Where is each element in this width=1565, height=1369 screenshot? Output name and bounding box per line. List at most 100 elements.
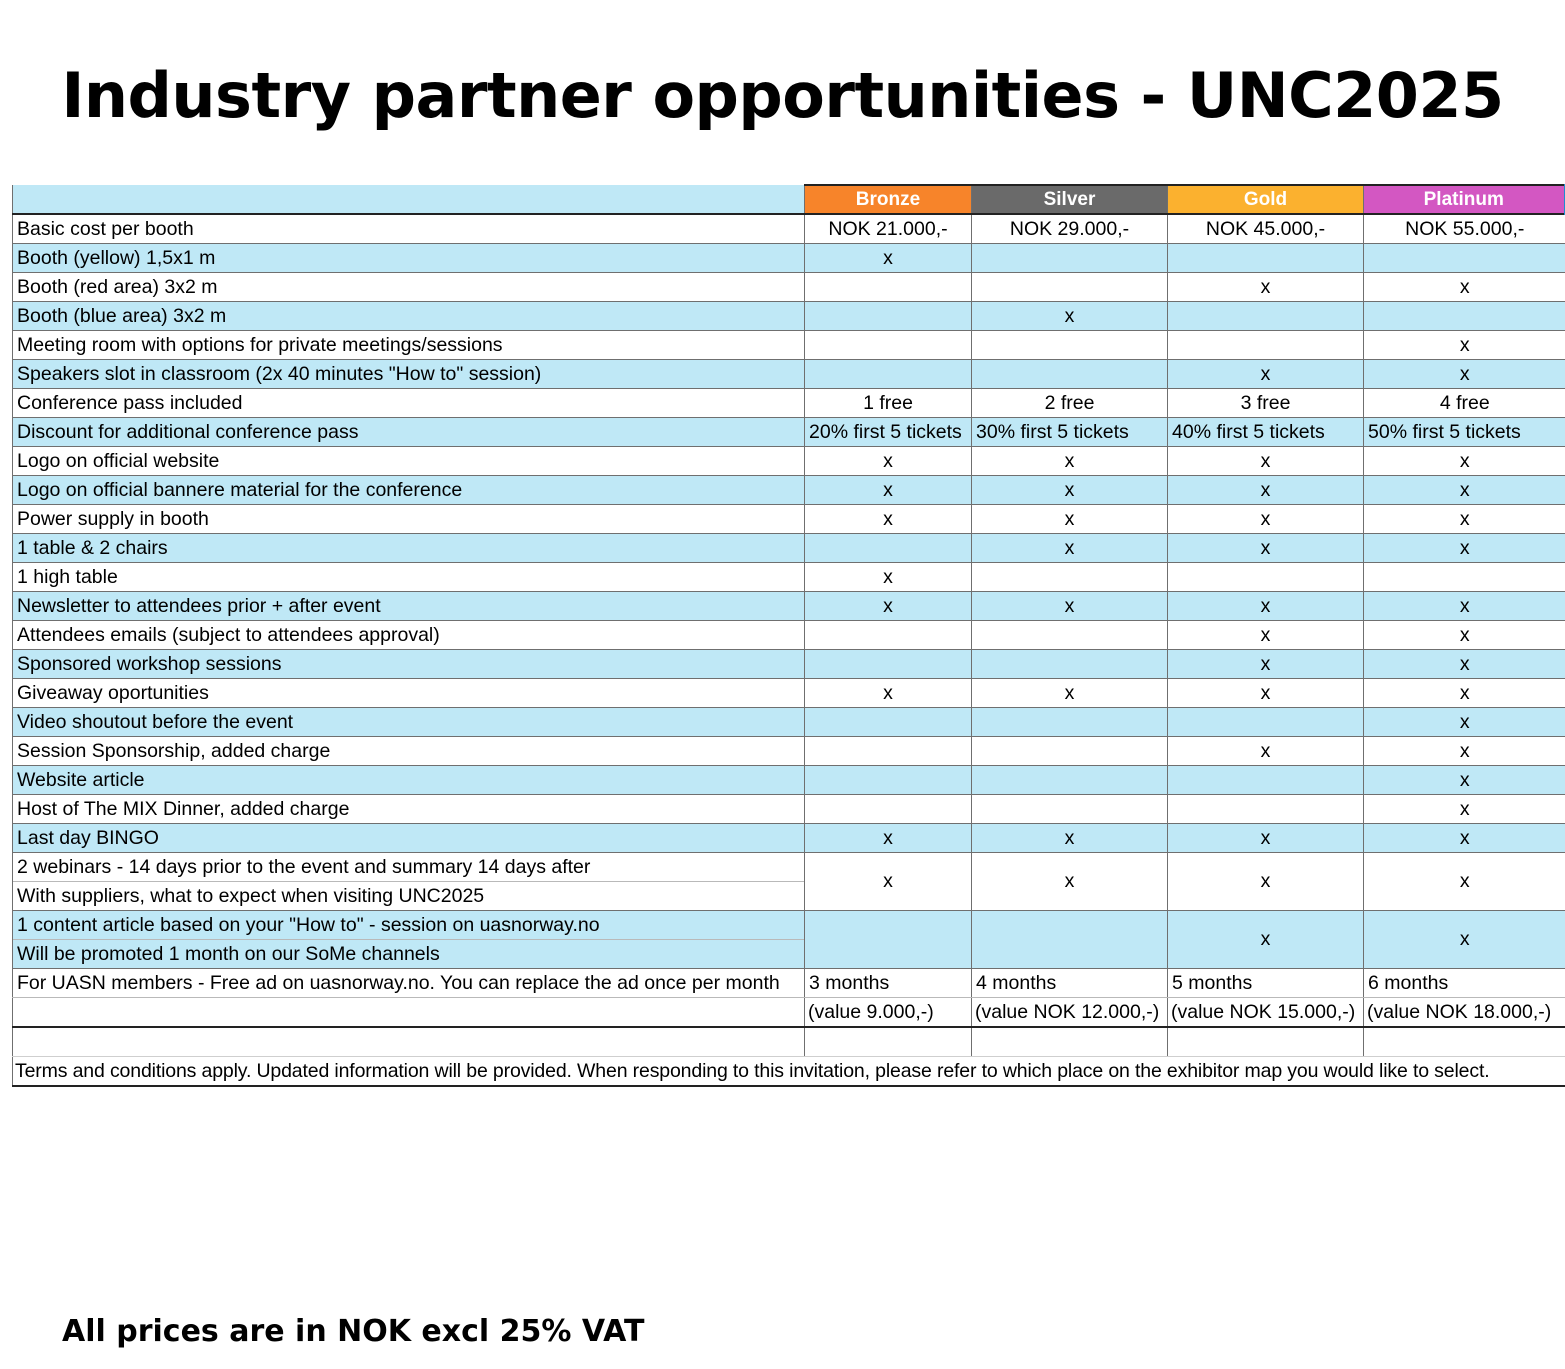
table-row: Sponsored workshop sessions x x: [12, 649, 1565, 679]
row-label: Session Sponsorship, added charge: [12, 736, 805, 766]
tier-value-gold: NOK 45.000,-: [1167, 214, 1364, 244]
tier-value-platinum: 4 free: [1363, 388, 1565, 418]
members-ad-row: For UASN members - Free ad on uasnorway.…: [12, 968, 1565, 998]
row-label: Logo on official website: [12, 446, 805, 476]
row-label: Logo on official bannere material for th…: [12, 475, 805, 505]
row-label: Video shoutout before the event: [12, 707, 805, 737]
content-article-row: 1 content article based on your "How to"…: [12, 910, 1565, 969]
row-label: Giveaway oportunities: [12, 678, 805, 708]
tier-value-platinum: x: [1363, 504, 1565, 534]
table-row: Speakers slot in classroom (2x 40 minute…: [12, 359, 1565, 389]
tier-value-silver: x: [971, 301, 1168, 331]
table-row: Logo on official bannere material for th…: [12, 475, 1565, 505]
row-label: Booth (blue area) 3x2 m: [12, 301, 805, 331]
tier-header-platinum: Platinum: [1363, 184, 1565, 215]
row-label: Host of The MIX Dinner, added charge: [12, 794, 805, 824]
empty-cell: [971, 1027, 1168, 1057]
tier-value-gold: [1167, 243, 1364, 273]
table-row: Attendees emails (subject to attendees a…: [12, 620, 1565, 650]
tier-value-gold: x: [1167, 533, 1364, 563]
members-value-silver: (value NOK 12.000,-): [971, 997, 1168, 1028]
table-row: Logo on official website x x x x: [12, 446, 1565, 476]
tier-value-bronze: [804, 620, 972, 650]
tier-value-bronze: NOK 21.000,-: [804, 214, 972, 244]
tier-value-gold: [1167, 562, 1364, 592]
tier-value-platinum: x: [1363, 765, 1565, 795]
tier-value-platinum: [1363, 301, 1565, 331]
tier-value-gold: 3 free: [1167, 388, 1364, 418]
empty-cell: [1363, 1027, 1565, 1057]
tier-value-platinum: x: [1363, 736, 1565, 766]
members-months-gold: 5 months: [1167, 968, 1364, 998]
table-row: Discount for additional conference pass 2…: [12, 417, 1565, 447]
tier-value-platinum: x: [1363, 591, 1565, 621]
empty-row: [12, 1027, 1565, 1057]
row-label: Booth (yellow) 1,5x1 m: [12, 243, 805, 273]
tier-value-gold: 40% first 5 tickets: [1167, 417, 1364, 447]
row-label: Discount for additional conference pass: [12, 417, 805, 447]
tier-value-gold: x: [1167, 446, 1364, 476]
tier-value-silver: [971, 707, 1168, 737]
tier-value-silver: 30% first 5 tickets: [971, 417, 1168, 447]
tier-value-platinum: x: [1363, 823, 1565, 853]
header-label-cell: [12, 185, 805, 215]
tier-value-silver: x: [971, 533, 1168, 563]
tier-value-platinum: x: [1363, 330, 1565, 360]
members-value-label: [12, 997, 805, 1028]
members-value-row: (value 9.000,-) (value NOK 12.000,-) (valu…: [12, 997, 1565, 1028]
tier-value-platinum: x: [1363, 649, 1565, 679]
table-row: 1 high table x: [12, 562, 1565, 592]
tier-value-gold: x: [1167, 736, 1364, 766]
vat-note: All prices are in NOK excl 25% VAT: [62, 1314, 645, 1349]
row-label: Attendees emails (subject to attendees a…: [12, 620, 805, 650]
tier-value-gold: x: [1167, 852, 1364, 911]
members-value-bronze: (value 9.000,-): [804, 997, 972, 1028]
tier-value-bronze: x: [804, 823, 972, 853]
tier-value-silver: x: [971, 475, 1168, 505]
tier-value-platinum: x: [1363, 852, 1565, 911]
tier-value-silver: x: [971, 823, 1168, 853]
table-row: Meeting room with options for private me…: [12, 330, 1565, 360]
tier-value-platinum: x: [1363, 533, 1565, 563]
tier-value-platinum: [1363, 243, 1565, 273]
row-label: Booth (red area) 3x2 m: [12, 272, 805, 302]
row-label: Speakers slot in classroom (2x 40 minute…: [12, 359, 805, 389]
terms-row: Terms and conditions apply. Updated info…: [12, 1056, 1565, 1087]
tier-value-silver: [971, 562, 1168, 592]
tier-value-bronze: [804, 910, 972, 969]
tier-value-bronze: [804, 359, 972, 389]
row-label: Power supply in booth: [12, 504, 805, 534]
webinars-row-line-1: 2 webinars - 14 days prior to the event …: [13, 853, 804, 882]
tier-value-bronze: x: [804, 562, 972, 592]
webinars-row: 2 webinars - 14 days prior to the event …: [12, 852, 1565, 911]
tier-value-bronze: x: [804, 678, 972, 708]
tier-value-bronze: x: [804, 591, 972, 621]
tier-value-bronze: x: [804, 504, 972, 534]
row-label: 1 high table: [12, 562, 805, 592]
content-article-row-label: 1 content article based on your "How to"…: [12, 910, 805, 969]
webinars-row-label: 2 webinars - 14 days prior to the event …: [12, 852, 805, 911]
table-row: Newsletter to attendees prior + after ev…: [12, 591, 1565, 621]
tier-value-gold: x: [1167, 620, 1364, 650]
tier-value-bronze: x: [804, 446, 972, 476]
empty-cell: [804, 1027, 972, 1057]
tier-value-gold: x: [1167, 678, 1364, 708]
table-row: Website article x: [12, 765, 1565, 795]
tier-value-platinum: x: [1363, 446, 1565, 476]
members-ad-label: For UASN members - Free ad on uasnorway.…: [12, 968, 805, 998]
tier-value-bronze: x: [804, 475, 972, 505]
tier-value-silver: [971, 736, 1168, 766]
content-article-row-line-2: Will be promoted 1 month on our SoMe cha…: [17, 943, 440, 965]
page-title: Industry partner opportunities - UNC2025: [61, 59, 1504, 132]
tier-value-bronze: 20% first 5 tickets: [804, 417, 972, 447]
partner-table-sheet: Bronze Silver Gold Platinum Basic cost p…: [12, 184, 1565, 1087]
table-row: Giveaway oportunities x x x x: [12, 678, 1565, 708]
tier-value-platinum: x: [1363, 272, 1565, 302]
tier-value-silver: x: [971, 446, 1168, 476]
empty-cell: [1167, 1027, 1364, 1057]
members-months-silver: 4 months: [971, 968, 1168, 998]
tier-value-gold: [1167, 301, 1364, 331]
table-row: Basic cost per booth NOK 21.000,- NOK 29.0…: [12, 214, 1565, 244]
